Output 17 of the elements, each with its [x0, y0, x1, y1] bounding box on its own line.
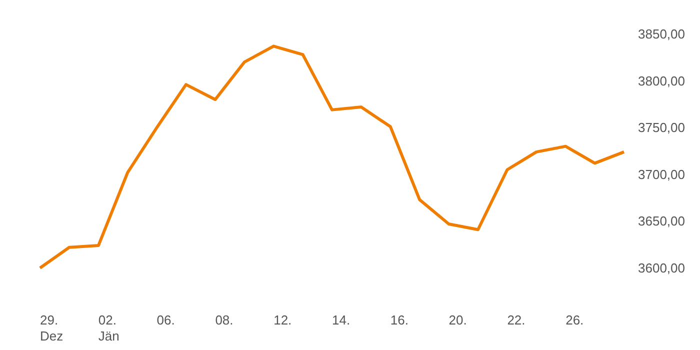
y-tick-label: 3850,00 [638, 26, 685, 42]
x-tick-label: 08. [215, 312, 234, 328]
x-tick-label: 14. [332, 312, 350, 328]
x-tick-label: 26. [566, 312, 584, 328]
x-tick-label: 29. Dez [40, 312, 64, 344]
x-tick-label: 20. [448, 312, 467, 328]
x-tick-label: 06. [156, 312, 175, 328]
y-tick-label: 3600,00 [638, 260, 685, 276]
x-tick-label: 02. Jän [98, 312, 120, 344]
line-series [38, 44, 626, 270]
y-tick-label: 3750,00 [638, 120, 685, 136]
x-tick-label: 22. [507, 312, 526, 328]
y-tick-label: 3700,00 [638, 166, 685, 182]
x-tick-label: 16. [390, 312, 408, 328]
y-tick-label: 3650,00 [638, 214, 685, 229]
x-tick-label: 12. [274, 312, 292, 328]
y-tick-label: 3800,00 [638, 73, 685, 88]
